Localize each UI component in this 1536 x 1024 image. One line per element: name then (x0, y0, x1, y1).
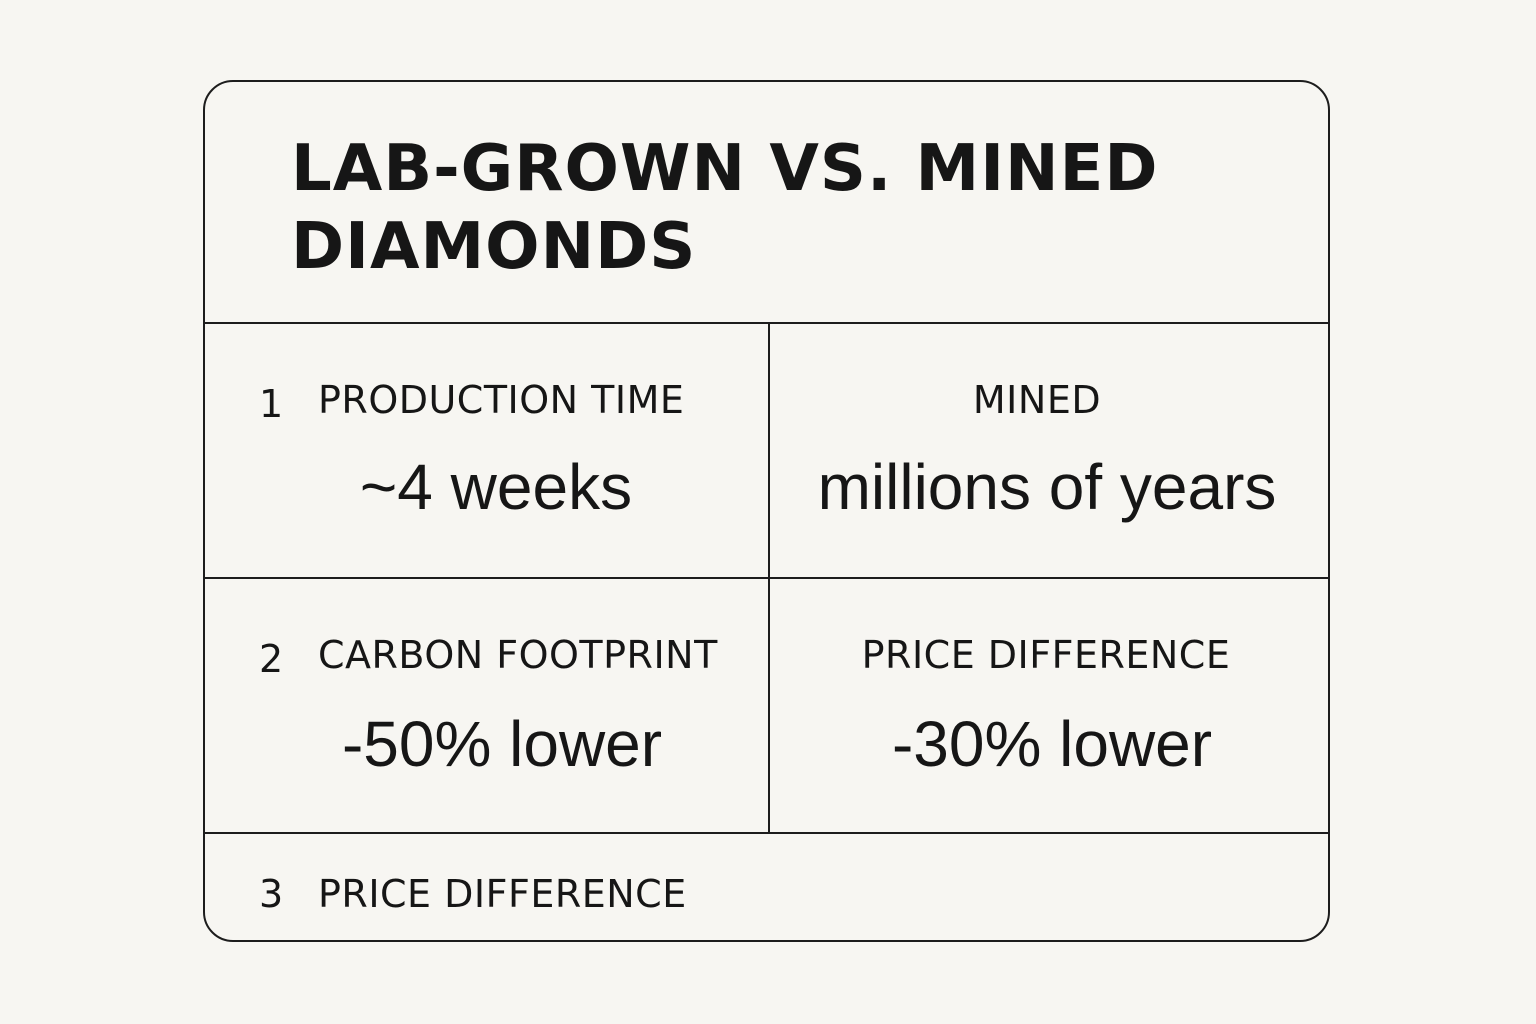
row-label-right: PRICE DIFFERENCE (861, 633, 1231, 677)
row-label-left: CARBON FOOTPRINT (318, 633, 718, 677)
row-value-left: -50% lower (341, 708, 663, 780)
row-label-left: PRICE DIFFERENCE (318, 872, 687, 916)
row-number: 1 (259, 382, 284, 426)
card-title: LAB-GROWN VS. MINED DIAMONDS (291, 132, 1159, 284)
row-value-right: -30% lower (891, 708, 1213, 780)
row-number: 3 (259, 872, 284, 916)
column-divider (768, 323, 770, 833)
row-label-right: MINED (972, 378, 1102, 422)
row-label-left: PRODUCTION TIME (318, 378, 685, 422)
divider (205, 832, 1328, 834)
divider (205, 577, 1328, 579)
comparison-card: LAB-GROWN VS. MINED DIAMONDS 1 PRODUCTIO… (203, 80, 1330, 942)
row-number: 2 (259, 637, 284, 681)
row-value-right: millions of years (817, 451, 1277, 523)
row-value-left: ~4 weeks (359, 451, 633, 523)
divider (205, 322, 1328, 324)
